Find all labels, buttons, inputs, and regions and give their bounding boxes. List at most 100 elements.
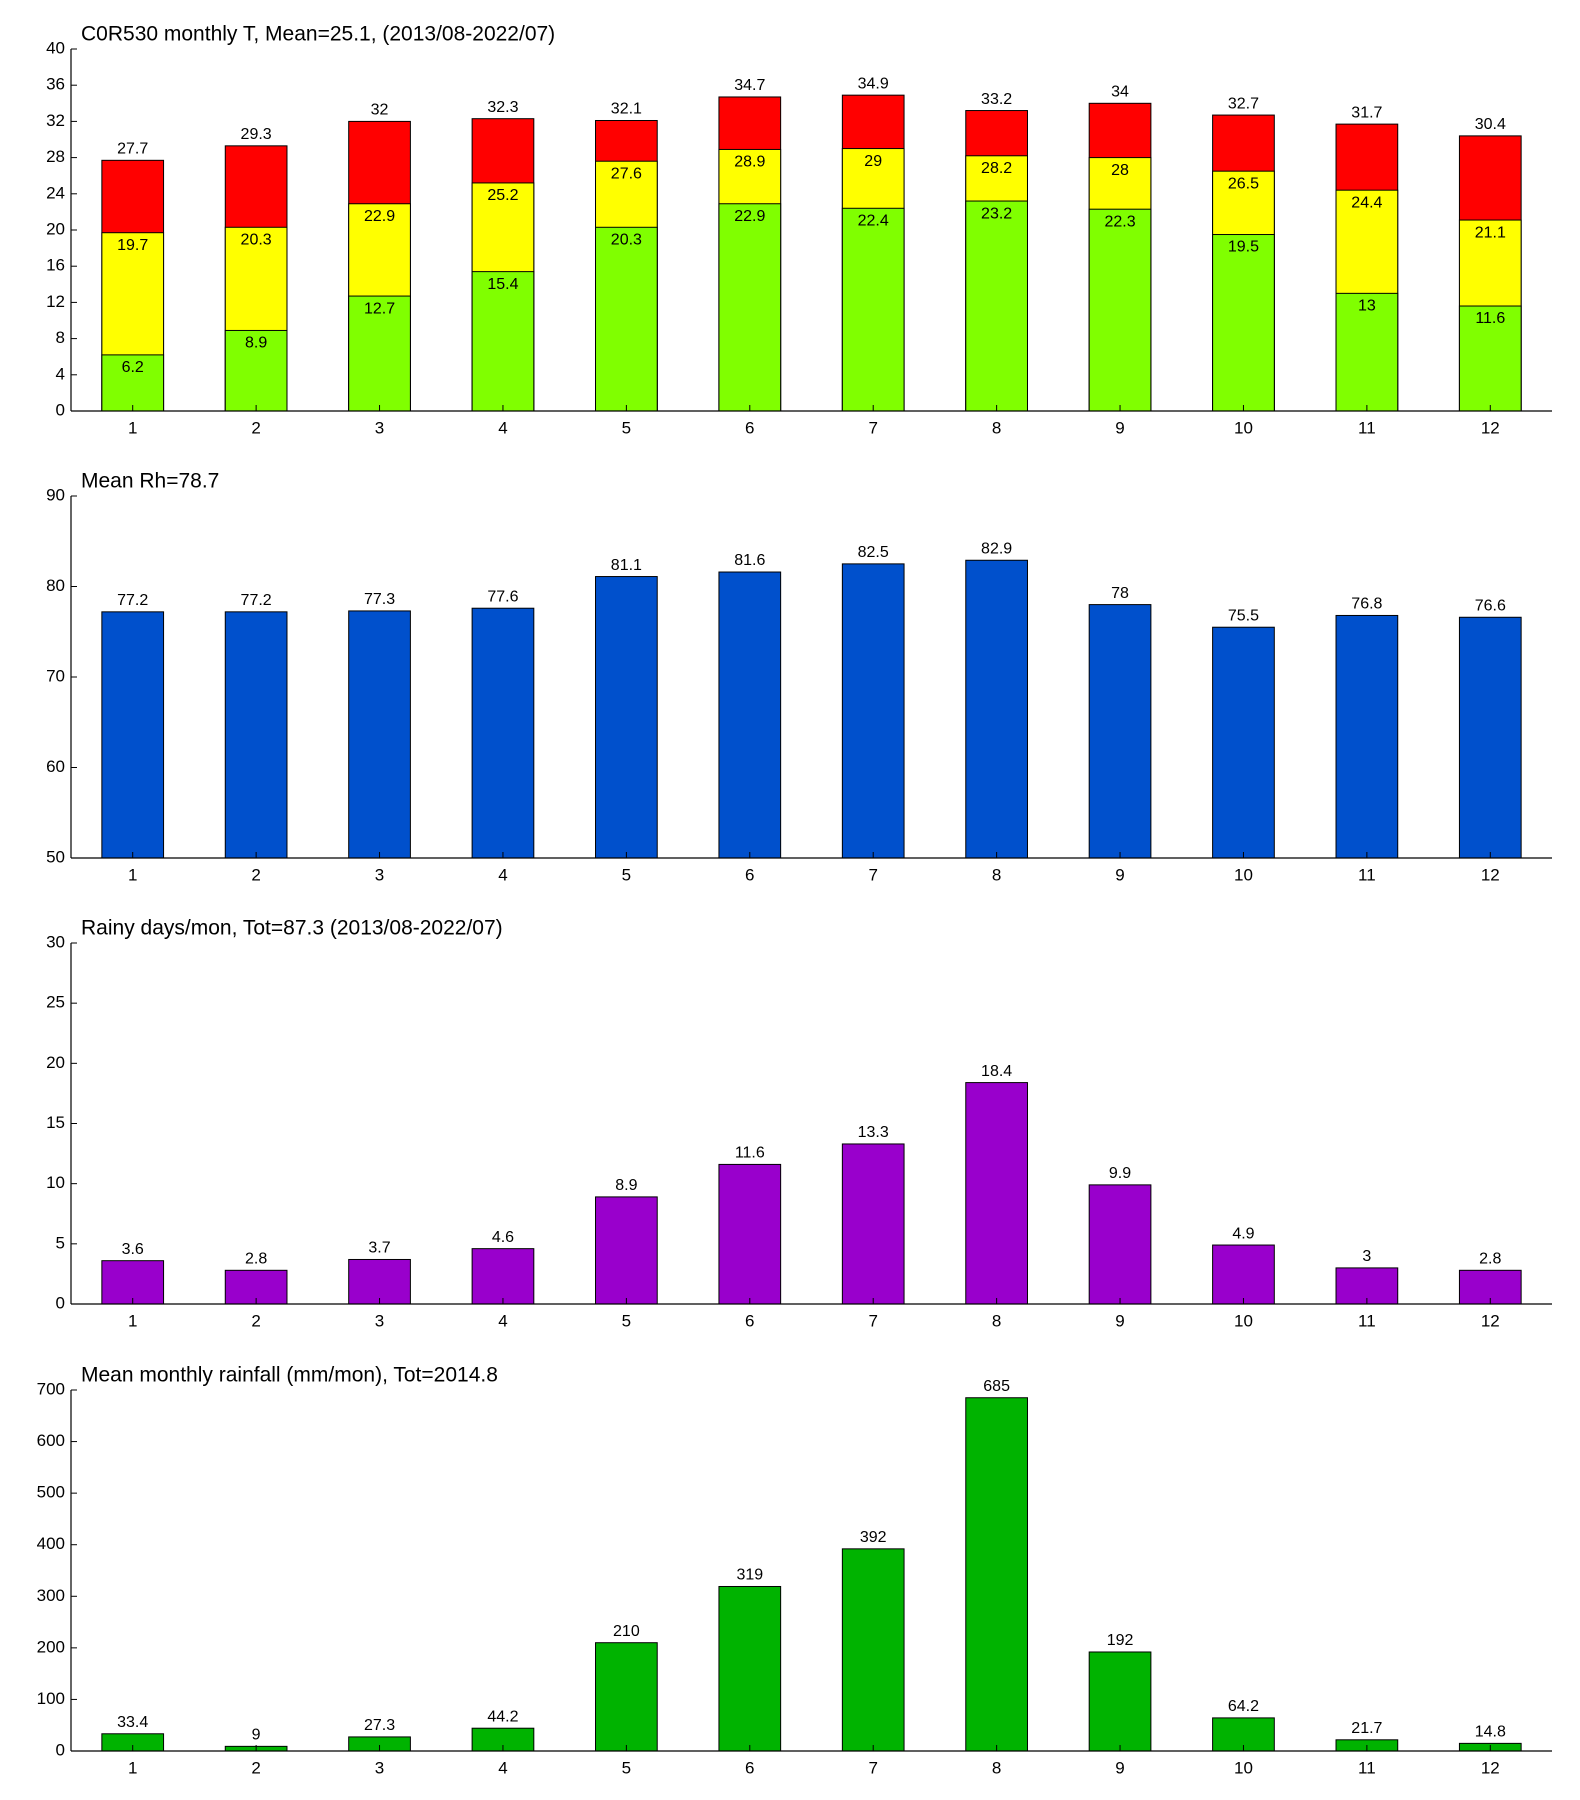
y-tick-label: 25	[46, 993, 65, 1012]
y-tick-label: 80	[46, 576, 65, 595]
value-label: 32.7	[1228, 95, 1259, 112]
value-label: 2.8	[1479, 1251, 1501, 1268]
value-label: 76.6	[1475, 597, 1506, 614]
y-tick-label: 0	[56, 400, 65, 419]
value-label: 29.3	[241, 126, 272, 143]
x-tick-label: 12	[1481, 1758, 1500, 1777]
value-label: 64.2	[1228, 1698, 1259, 1715]
value-label: 34.7	[734, 77, 765, 94]
x-tick-label: 3	[375, 418, 384, 437]
bar	[471, 607, 535, 859]
x-tick-label: 9	[1115, 1311, 1124, 1330]
bar	[1088, 1651, 1152, 1752]
value-label: 3.7	[368, 1240, 390, 1257]
y-tick-label: 28	[46, 147, 65, 166]
value-label: 82.5	[858, 544, 889, 561]
bar	[965, 1397, 1028, 1752]
bar	[718, 571, 782, 859]
bar	[1088, 208, 1152, 412]
bar	[1335, 292, 1399, 412]
value-label: 27.3	[364, 1717, 395, 1734]
value-label: 26.5	[1228, 175, 1259, 192]
value-label: 27.6	[611, 165, 642, 182]
x-tick-label: 4	[498, 865, 507, 884]
value-label: 6.2	[122, 359, 144, 376]
x-tick-label: 12	[1481, 418, 1500, 437]
value-label: 8.9	[245, 335, 267, 352]
value-label: 210	[613, 1623, 640, 1640]
bar	[841, 563, 905, 859]
value-label: 25.2	[487, 187, 518, 204]
bar	[718, 1163, 782, 1305]
value-label: 24.4	[1351, 194, 1382, 211]
value-label: 33.2	[981, 91, 1012, 108]
value-label: 11.6	[1475, 310, 1505, 327]
bar	[471, 271, 535, 412]
value-label: 28	[1111, 162, 1129, 179]
x-tick-label: 12	[1481, 865, 1500, 884]
value-label: 77.2	[117, 592, 148, 609]
x-tick-label: 8	[992, 418, 1001, 437]
value-label: 34	[1111, 84, 1129, 101]
bar	[841, 207, 905, 412]
value-label: 22.3	[1104, 213, 1135, 230]
value-label: 32.3	[487, 99, 518, 116]
y-tick-label: 50	[46, 847, 65, 866]
y-tick-label: 400	[37, 1534, 65, 1553]
y-tick-label: 20	[46, 1053, 65, 1072]
x-tick-label: 1	[128, 1311, 137, 1330]
chart-title: Rainy days/mon, Tot=87.3 (2013/08-2022/0…	[81, 917, 503, 940]
value-label: 192	[1107, 1632, 1134, 1649]
value-label: 30.4	[1475, 116, 1506, 133]
y-tick-label: 24	[46, 183, 65, 202]
y-tick-label: 70	[46, 666, 65, 685]
x-tick-label: 3	[375, 1758, 384, 1777]
bar	[1088, 1184, 1152, 1305]
x-tick-label: 2	[251, 1311, 260, 1330]
x-tick-label: 1	[128, 418, 137, 437]
bar	[1088, 604, 1152, 859]
value-label: 82.9	[981, 540, 1012, 557]
bar	[1335, 1267, 1399, 1305]
value-label: 20.3	[241, 232, 272, 249]
y-tick-label: 200	[37, 1637, 65, 1656]
x-tick-label: 6	[745, 1758, 754, 1777]
x-tick-label: 10	[1234, 1758, 1253, 1777]
chart-title: C0R530 monthly T, Mean=25.1, (2013/08-20…	[81, 23, 555, 46]
value-label: 4.9	[1232, 1225, 1254, 1242]
value-label: 22.4	[858, 212, 889, 229]
value-label: 22.9	[734, 208, 765, 225]
value-label: 20.3	[611, 232, 642, 249]
x-tick-label: 4	[498, 1758, 507, 1777]
bar	[595, 226, 658, 412]
x-tick-label: 8	[992, 1311, 1001, 1330]
x-tick-label: 4	[498, 418, 507, 437]
value-label: 76.8	[1351, 596, 1382, 613]
x-tick-label: 11	[1358, 1311, 1376, 1330]
value-label: 34.9	[858, 75, 889, 92]
x-tick-label: 12	[1481, 1311, 1500, 1330]
value-label: 28.9	[734, 154, 765, 171]
bar	[595, 576, 658, 859]
value-label: 13	[1358, 298, 1376, 315]
bar	[965, 1082, 1028, 1305]
bar	[718, 203, 782, 412]
y-tick-label: 40	[46, 38, 65, 57]
bar	[718, 1585, 782, 1752]
value-label: 2.8	[245, 1251, 267, 1268]
value-label: 77.3	[364, 591, 395, 608]
bar	[1212, 626, 1275, 859]
bar	[348, 295, 411, 412]
y-tick-label: 32	[46, 111, 65, 130]
value-label: 8.9	[615, 1177, 637, 1194]
y-tick-label: 8	[56, 328, 65, 347]
value-label: 29	[864, 153, 882, 170]
value-label: 81.1	[611, 557, 642, 574]
bar	[595, 1196, 658, 1305]
bar	[348, 1258, 411, 1305]
x-tick-label: 10	[1234, 418, 1253, 437]
x-tick-label: 4	[498, 1311, 507, 1330]
value-label: 19.7	[117, 237, 148, 254]
value-label: 685	[983, 1378, 1010, 1395]
